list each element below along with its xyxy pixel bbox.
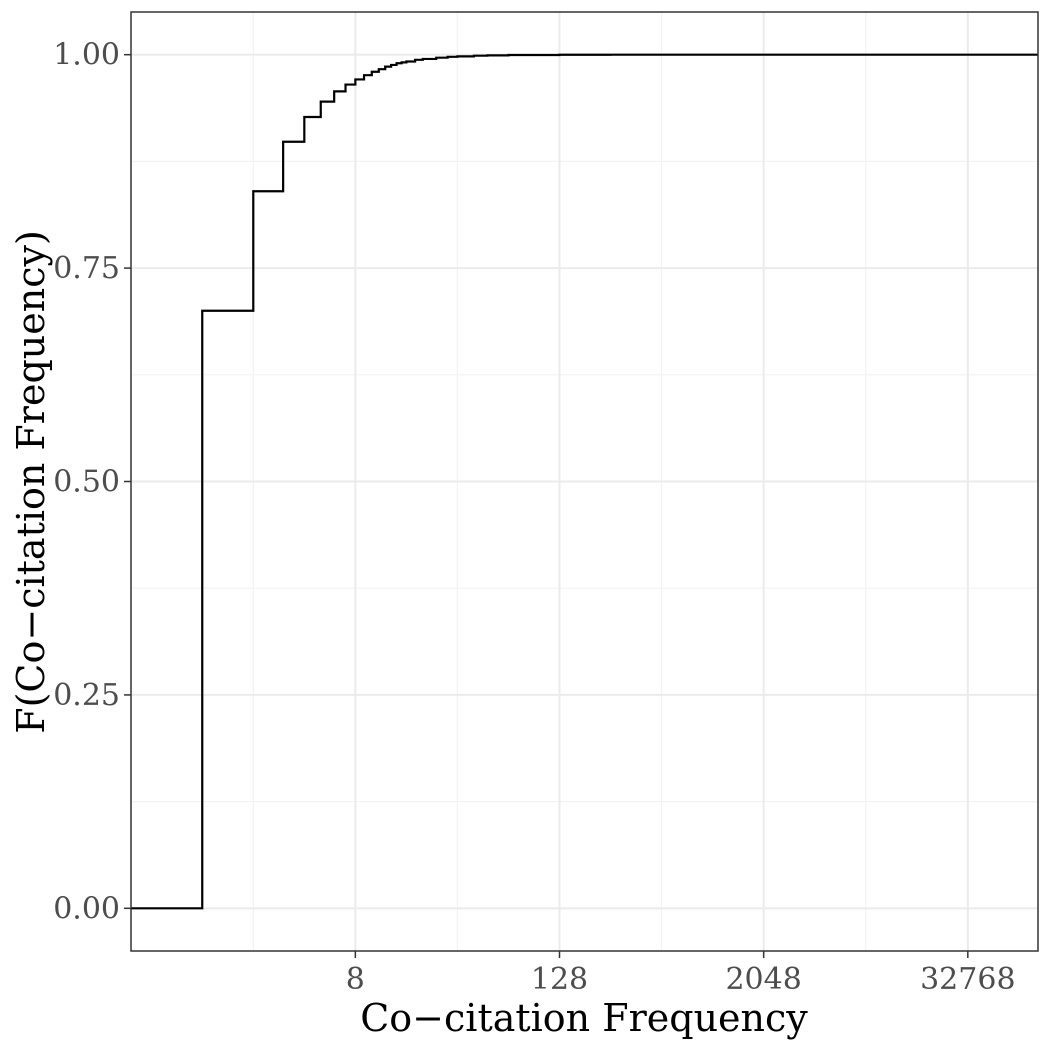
y-tick-label: 0.50 bbox=[53, 465, 120, 500]
x-tick-label: 2048 bbox=[725, 962, 801, 997]
y-tick-label: 0.75 bbox=[53, 251, 120, 286]
x-tick-label: 32768 bbox=[920, 962, 1015, 997]
ecdf-series-line bbox=[131, 53, 1038, 910]
y-tick-label: 0.00 bbox=[53, 891, 120, 926]
x-tick-label: 8 bbox=[346, 962, 365, 997]
x-axis-ticks: 8 128 2048 32768 bbox=[346, 951, 1016, 997]
x-axis-title: Co−citation Frequency bbox=[360, 996, 808, 1040]
x-tick-label: 128 bbox=[531, 962, 588, 997]
y-axis-ticks: 0.00 0.25 0.50 0.75 1.00 bbox=[53, 38, 131, 926]
y-axis-title: F(Co−citation Frequency) bbox=[9, 230, 53, 734]
y-tick-label: 0.25 bbox=[53, 678, 120, 713]
y-tick-label: 1.00 bbox=[53, 38, 120, 73]
series-layer bbox=[131, 53, 1038, 910]
